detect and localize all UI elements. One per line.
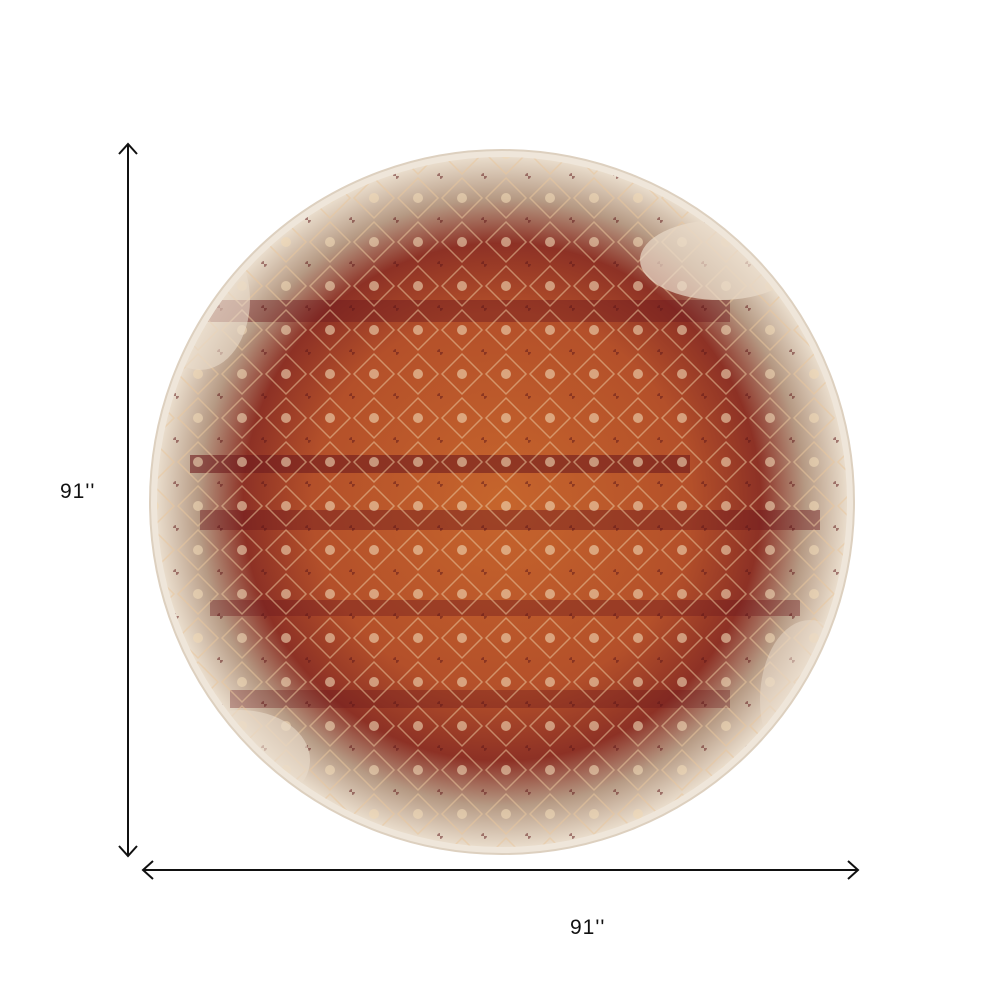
- height-dimension-arrow: [118, 142, 138, 858]
- width-dimension-arrow: [141, 860, 860, 880]
- rug-bands: [157, 157, 847, 847]
- height-label: 91'': [60, 480, 96, 503]
- width-label: 91'': [570, 916, 606, 939]
